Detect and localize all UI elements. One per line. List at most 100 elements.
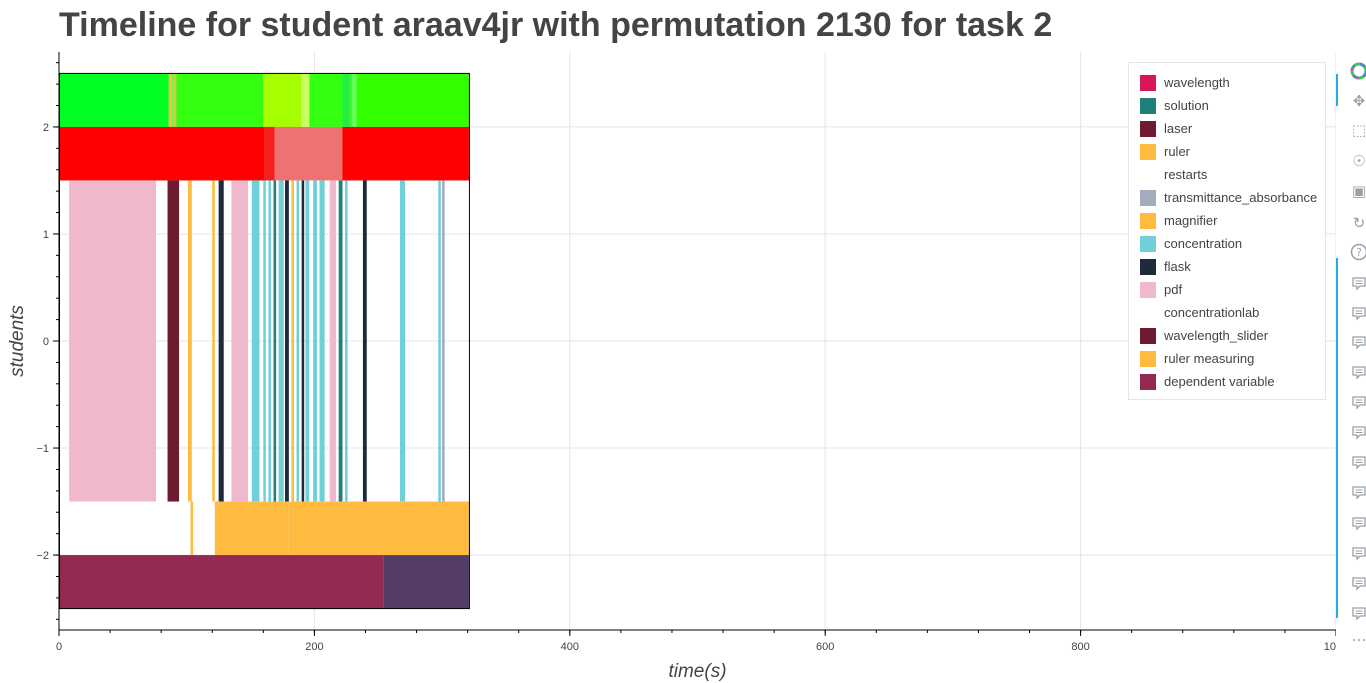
timeline-segment-0-1[interactable] (168, 73, 172, 127)
legend-item[interactable]: concentrationlab (1129, 301, 1325, 324)
timeline-segment-0-9[interactable] (350, 73, 353, 127)
save-icon[interactable]: ▣ (1351, 182, 1366, 200)
hover-icon[interactable] (1349, 304, 1366, 324)
bokeh-logo-icon[interactable] (1349, 61, 1366, 81)
legend-label: dependent variable (1164, 374, 1275, 389)
timeline-segment-0-6[interactable] (301, 73, 310, 127)
hover-icon[interactable] (1349, 274, 1366, 294)
wheel-zoom-icon[interactable]: ☉ (1352, 152, 1366, 170)
timeline-segment-2-2[interactable] (187, 180, 192, 502)
legend-item[interactable]: transmittance_absorbance (1129, 186, 1325, 209)
hover-icon[interactable] (1349, 393, 1366, 413)
hover-icon[interactable] (1349, 423, 1366, 443)
chart-title: Timeline for student araav4jr with permu… (59, 6, 1053, 44)
help-icon[interactable]: ? (1349, 242, 1366, 262)
timeline-segment-2-3[interactable] (212, 180, 215, 502)
hover-icon[interactable] (1349, 604, 1366, 624)
timeline-segment-2-15[interactable] (305, 180, 310, 502)
timeline-segment-0-5[interactable] (263, 73, 302, 127)
legend-item[interactable]: concentration (1129, 232, 1325, 255)
legend-item[interactable]: solution (1129, 94, 1325, 117)
timeline-segment-4-1[interactable] (383, 555, 469, 609)
legend-swatch (1140, 97, 1156, 114)
legend-swatch (1140, 235, 1156, 252)
legend-label: laser (1164, 121, 1193, 136)
timeline-segment-3-2[interactable] (288, 501, 469, 556)
legend-label: flask (1164, 259, 1191, 274)
legend-item[interactable]: ruler measuring (1129, 347, 1325, 370)
timeline-segment-0-2[interactable] (171, 73, 174, 127)
timeline-segment-2-19[interactable] (338, 180, 343, 502)
more-icon[interactable]: … (1351, 627, 1366, 645)
timeline-segment-2-23[interactable] (438, 180, 441, 502)
x-tick-label-4: 800 (1071, 641, 1089, 653)
legend-item[interactable]: restarts (1129, 163, 1325, 186)
legend-label: concentration (1164, 236, 1243, 251)
legend-item[interactable]: ruler (1129, 140, 1325, 163)
timeline-segment-2-18[interactable] (329, 180, 337, 502)
legend-item[interactable]: pdf (1129, 278, 1325, 301)
timeline-segment-2-16[interactable] (313, 180, 317, 502)
timeline-chart[interactable]: 0 200 400 600 800 1000 −2 −1 0 1 2 time(s) student… (0, 0, 1336, 683)
y-tick-label-1: −1 (36, 443, 49, 455)
reset-icon[interactable]: ↻ (1352, 214, 1366, 232)
legend-swatch (1140, 281, 1156, 298)
timeline-segment-2-4[interactable] (218, 180, 224, 502)
hover-icon[interactable] (1349, 544, 1366, 564)
legend-item[interactable]: wavelength_slider (1129, 324, 1325, 347)
timeline-segment-2-13[interactable] (296, 180, 300, 502)
x-tick-label-5: 1000 (1324, 641, 1336, 653)
legend[interactable]: wavelength solution laser ruler restarts tran… (1128, 62, 1326, 400)
timeline-segment-1-3[interactable] (342, 126, 469, 181)
hover-icon[interactable] (1349, 363, 1366, 383)
legend-item[interactable]: dependent variable (1129, 370, 1325, 393)
legend-swatch (1140, 166, 1156, 183)
legend-item[interactable]: magnifier (1129, 209, 1325, 232)
timeline-segment-0-7[interactable] (309, 73, 343, 127)
timeline-segment-4-0[interactable] (59, 555, 384, 609)
hover-icon[interactable] (1349, 483, 1366, 503)
timeline-segment-2-0[interactable] (69, 180, 157, 502)
timeline-segment-2-12[interactable] (291, 180, 294, 502)
legend-label: wavelength_slider (1164, 328, 1269, 343)
timeline-segment-0-0[interactable] (59, 73, 169, 127)
timeline-segment-1-0[interactable] (59, 126, 265, 181)
hover-icon[interactable] (1349, 514, 1366, 534)
pan-icon[interactable]: ✥ (1352, 92, 1366, 110)
timeline-segment-2-10[interactable] (278, 180, 284, 502)
timeline-segment-0-8[interactable] (342, 73, 351, 127)
timeline-segment-2-11[interactable] (285, 180, 289, 502)
timeline-segment-0-10[interactable] (352, 73, 357, 127)
timeline-segment-1-2[interactable] (274, 126, 343, 181)
timeline-segment-0-11[interactable] (356, 73, 469, 127)
timeline-segment-0-3[interactable] (173, 73, 177, 127)
timeline-segment-2-21[interactable] (362, 180, 367, 502)
legend-item[interactable]: flask (1129, 255, 1325, 278)
hover-icon[interactable] (1349, 453, 1366, 473)
legend-item[interactable]: laser (1129, 117, 1325, 140)
timeline-segment-2-24[interactable] (442, 180, 445, 502)
timeline-segment-2-8[interactable] (268, 180, 271, 502)
legend-swatch (1140, 304, 1156, 321)
timeline-segment-2-20[interactable] (345, 180, 348, 502)
timeline-segment-1-1[interactable] (264, 126, 275, 181)
box-zoom-icon[interactable]: ⬚ (1351, 121, 1366, 139)
timeline-segment-0-4[interactable] (176, 73, 264, 127)
y-tick-label-2: 0 (43, 336, 49, 348)
timeline-segment-3-1[interactable] (214, 501, 289, 556)
timeline-segment-2-7[interactable] (263, 180, 266, 502)
timeline-segment-2-5[interactable] (231, 180, 248, 502)
hover-icon[interactable] (1349, 333, 1366, 353)
timeline-bands (59, 73, 469, 609)
timeline-segment-2-1[interactable] (167, 180, 180, 502)
timeline-segment-2-6[interactable] (251, 180, 260, 502)
legend-swatch (1140, 143, 1156, 160)
timeline-segment-2-14[interactable] (301, 180, 305, 502)
legend-item[interactable]: wavelength (1129, 71, 1325, 94)
hover-icon[interactable] (1349, 574, 1366, 594)
timeline-segment-2-9[interactable] (273, 180, 277, 502)
timeline-segment-2-22[interactable] (399, 180, 406, 502)
timeline-segment-3-0[interactable] (190, 501, 194, 556)
timeline-segment-2-17[interactable] (319, 180, 325, 502)
legend-label: ruler (1164, 144, 1191, 159)
